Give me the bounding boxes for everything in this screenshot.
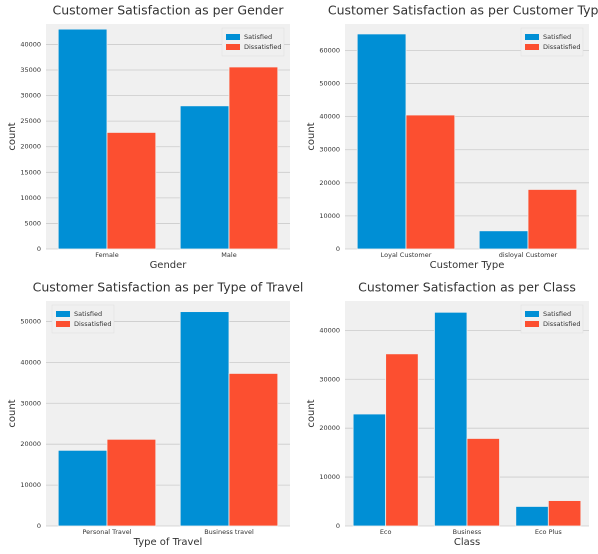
x-axis-label: Class bbox=[454, 537, 480, 548]
x-tick-label: Business travel bbox=[204, 528, 254, 536]
chart-title: Customer Satisfaction as per Customer Ty… bbox=[328, 3, 598, 18]
x-axis-label: Customer Type bbox=[430, 260, 505, 271]
legend-box bbox=[520, 304, 584, 334]
bar bbox=[228, 373, 279, 527]
legend-swatch bbox=[56, 311, 70, 317]
x-tick-label: Male bbox=[221, 251, 236, 259]
x-tick-label: Loyal Customer bbox=[381, 251, 432, 259]
bar bbox=[179, 105, 230, 250]
legend-swatch bbox=[525, 34, 539, 40]
legend-label: Satisfied bbox=[543, 33, 571, 41]
y-tick-label: 30000 bbox=[20, 92, 41, 100]
bar bbox=[385, 353, 419, 527]
x-tick-label: disloyal Customer bbox=[499, 251, 558, 259]
bar bbox=[106, 438, 157, 527]
bar bbox=[515, 506, 549, 527]
y-tick-label: 10000 bbox=[319, 473, 340, 481]
legend-label: Satisfied bbox=[244, 33, 272, 41]
bar bbox=[179, 311, 230, 527]
x-axis-label: Type of Travel bbox=[133, 537, 203, 548]
y-tick-label: 5000 bbox=[24, 219, 41, 227]
chart-title: Customer Satisfaction as per Class bbox=[358, 280, 576, 295]
legend-label: Satisfied bbox=[74, 310, 102, 318]
y-tick-label: 40000 bbox=[20, 358, 41, 366]
x-axis-label: Gender bbox=[150, 260, 188, 271]
y-tick-label: 30000 bbox=[319, 146, 340, 154]
y-tick-label: 50000 bbox=[319, 80, 340, 88]
legend-label: Dissatisfied bbox=[543, 43, 581, 51]
y-axis-label: count bbox=[306, 122, 317, 150]
bar bbox=[106, 132, 157, 250]
bar bbox=[228, 66, 279, 250]
legend-swatch bbox=[226, 34, 240, 40]
chart-panel: Customer Satisfaction as per Type of Tra… bbox=[7, 280, 303, 549]
y-tick-label: 0 bbox=[336, 245, 340, 253]
legend-box bbox=[51, 304, 115, 334]
chart-panel: Customer Satisfaction as per Customer Ty… bbox=[306, 3, 598, 272]
y-tick-label: 0 bbox=[37, 522, 41, 530]
y-tick-label: 20000 bbox=[319, 424, 340, 432]
y-tick-label: 0 bbox=[37, 245, 41, 253]
bar bbox=[527, 189, 578, 250]
y-tick-label: 60000 bbox=[319, 46, 340, 54]
bar bbox=[57, 449, 108, 527]
bar bbox=[434, 311, 468, 527]
chart-title: Customer Satisfaction as per Gender bbox=[53, 3, 285, 18]
y-tick-label: 40000 bbox=[319, 113, 340, 121]
y-tick-label: 20000 bbox=[20, 143, 41, 151]
bar bbox=[405, 114, 456, 250]
legend-swatch bbox=[525, 311, 539, 317]
bar bbox=[352, 413, 387, 527]
bar bbox=[57, 28, 108, 250]
y-tick-label: 10000 bbox=[20, 194, 41, 202]
y-tick-label: 10000 bbox=[20, 481, 41, 489]
x-tick-label: Female bbox=[95, 251, 119, 259]
y-tick-label: 25000 bbox=[20, 117, 41, 125]
x-tick-label: Eco bbox=[380, 528, 392, 536]
y-axis-label: count bbox=[7, 399, 18, 427]
y-tick-label: 35000 bbox=[20, 66, 41, 74]
y-tick-label: 40000 bbox=[319, 326, 340, 334]
y-tick-label: 20000 bbox=[20, 440, 41, 448]
chart-panel: Customer Satisfaction as per Gender Gende… bbox=[7, 3, 290, 271]
bar bbox=[547, 500, 582, 527]
x-tick-label: Personal Travel bbox=[82, 528, 131, 536]
legend-swatch bbox=[525, 44, 539, 50]
y-tick-label: 0 bbox=[336, 522, 340, 530]
y-tick-label: 30000 bbox=[319, 375, 340, 383]
x-tick-label: Business bbox=[453, 528, 482, 536]
x-tick-label: Eco Plus bbox=[535, 528, 563, 536]
legend-label: Dissatisfied bbox=[74, 320, 112, 328]
y-tick-label: 10000 bbox=[319, 212, 340, 220]
y-tick-label: 30000 bbox=[20, 399, 41, 407]
y-tick-label: 20000 bbox=[319, 179, 340, 187]
y-tick-label: 40000 bbox=[20, 40, 41, 48]
y-axis-label: count bbox=[306, 399, 317, 427]
bar bbox=[478, 230, 529, 250]
bar bbox=[466, 438, 500, 527]
legend-swatch bbox=[56, 321, 70, 327]
legend-box bbox=[221, 27, 285, 57]
chart-panel: Customer Satisfaction as per Class Class c… bbox=[306, 280, 589, 548]
y-tick-label: 50000 bbox=[20, 317, 41, 325]
legend-label: Satisfied bbox=[543, 310, 571, 318]
chart-title: Customer Satisfaction as per Type of Tra… bbox=[33, 280, 304, 295]
legend-swatch bbox=[525, 321, 539, 327]
y-axis-label: count bbox=[7, 122, 18, 150]
legend-label: Dissatisfied bbox=[244, 43, 282, 51]
legend-box bbox=[520, 27, 584, 57]
legend-label: Dissatisfied bbox=[543, 320, 581, 328]
y-tick-label: 15000 bbox=[20, 168, 41, 176]
legend-swatch bbox=[226, 44, 240, 50]
bar bbox=[356, 33, 407, 250]
